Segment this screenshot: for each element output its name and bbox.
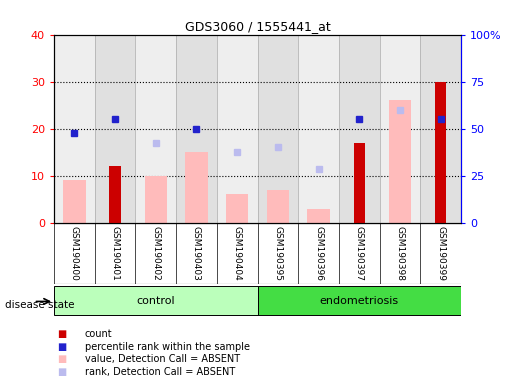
Bar xyxy=(298,35,339,223)
Bar xyxy=(95,35,135,223)
Bar xyxy=(435,82,447,223)
Text: GSM190404: GSM190404 xyxy=(233,226,242,281)
Text: endometriosis: endometriosis xyxy=(320,296,399,306)
Text: value, Detection Call = ABSENT: value, Detection Call = ABSENT xyxy=(85,354,240,364)
Text: GSM190398: GSM190398 xyxy=(396,226,404,281)
Text: GSM190396: GSM190396 xyxy=(314,226,323,281)
Bar xyxy=(176,35,217,223)
Text: count: count xyxy=(85,329,113,339)
Text: GSM190401: GSM190401 xyxy=(111,226,119,281)
Text: GSM190397: GSM190397 xyxy=(355,226,364,281)
Bar xyxy=(420,35,461,223)
Text: GSM190395: GSM190395 xyxy=(273,226,282,281)
Text: GSM190402: GSM190402 xyxy=(151,226,160,281)
Text: ■: ■ xyxy=(57,367,66,377)
Bar xyxy=(54,286,258,315)
Text: GSM190403: GSM190403 xyxy=(192,226,201,281)
Text: percentile rank within the sample: percentile rank within the sample xyxy=(85,342,250,352)
Bar xyxy=(217,35,258,223)
Bar xyxy=(307,209,330,223)
Bar xyxy=(63,180,85,223)
Bar xyxy=(258,35,298,223)
Text: GSM190400: GSM190400 xyxy=(70,226,79,281)
Bar xyxy=(258,286,461,315)
Text: GSM190399: GSM190399 xyxy=(436,226,445,281)
Bar xyxy=(339,35,380,223)
Bar xyxy=(185,152,208,223)
Bar xyxy=(380,35,420,223)
Title: GDS3060 / 1555441_at: GDS3060 / 1555441_at xyxy=(184,20,331,33)
Text: ■: ■ xyxy=(57,354,66,364)
Bar xyxy=(54,35,95,223)
Bar xyxy=(145,176,167,223)
Bar xyxy=(226,195,248,223)
Text: disease state: disease state xyxy=(5,300,75,310)
Bar xyxy=(353,143,365,223)
Bar xyxy=(389,101,411,223)
Text: rank, Detection Call = ABSENT: rank, Detection Call = ABSENT xyxy=(85,367,235,377)
Text: control: control xyxy=(136,296,175,306)
Text: ■: ■ xyxy=(57,342,66,352)
Bar xyxy=(109,166,121,223)
Text: ■: ■ xyxy=(57,329,66,339)
Bar xyxy=(135,35,176,223)
Bar xyxy=(267,190,289,223)
